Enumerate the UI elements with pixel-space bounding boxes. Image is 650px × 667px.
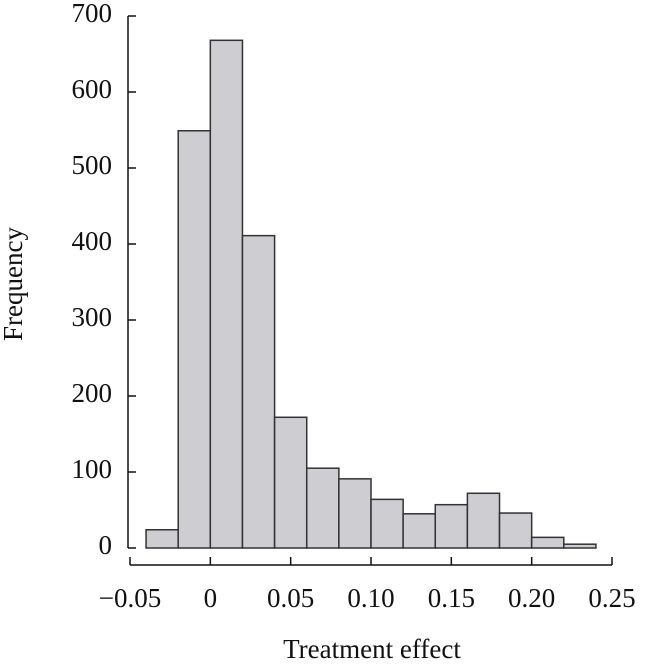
x-axis-label: Treatment effect (283, 634, 461, 664)
bar (273, 416, 308, 549)
y-axis-label: Frequency (0, 227, 28, 341)
x-tick-label: 0.05 (267, 583, 314, 613)
y-tick-label: 400 (72, 226, 113, 256)
x-tick-label: 0.15 (428, 583, 475, 613)
x-tick-label: 0.20 (508, 583, 555, 613)
bar (305, 467, 340, 549)
bar (563, 543, 597, 549)
x-tick-label: 0 (204, 583, 218, 613)
y-tick-label: 700 (72, 0, 113, 28)
y-tick-label: 300 (72, 302, 113, 332)
bar (145, 529, 179, 549)
x-tick-label: 0.10 (347, 583, 394, 613)
y-tick-label: 0 (99, 530, 113, 560)
y-tick-label: 200 (72, 378, 113, 408)
bar (466, 492, 501, 549)
bar (402, 513, 437, 549)
bar (177, 130, 212, 549)
x-tick-label: −0.05 (99, 583, 161, 613)
x-tick-label: 0.25 (588, 583, 635, 613)
y-tick-label: 500 (72, 150, 113, 180)
y-tick-label: 600 (72, 74, 113, 104)
bar (498, 512, 533, 549)
y-tick-label: 100 (72, 454, 113, 484)
bar (434, 503, 469, 549)
bar (241, 234, 276, 549)
bar (338, 478, 372, 549)
bar (209, 39, 244, 549)
bar (370, 498, 404, 549)
bar (530, 536, 565, 549)
